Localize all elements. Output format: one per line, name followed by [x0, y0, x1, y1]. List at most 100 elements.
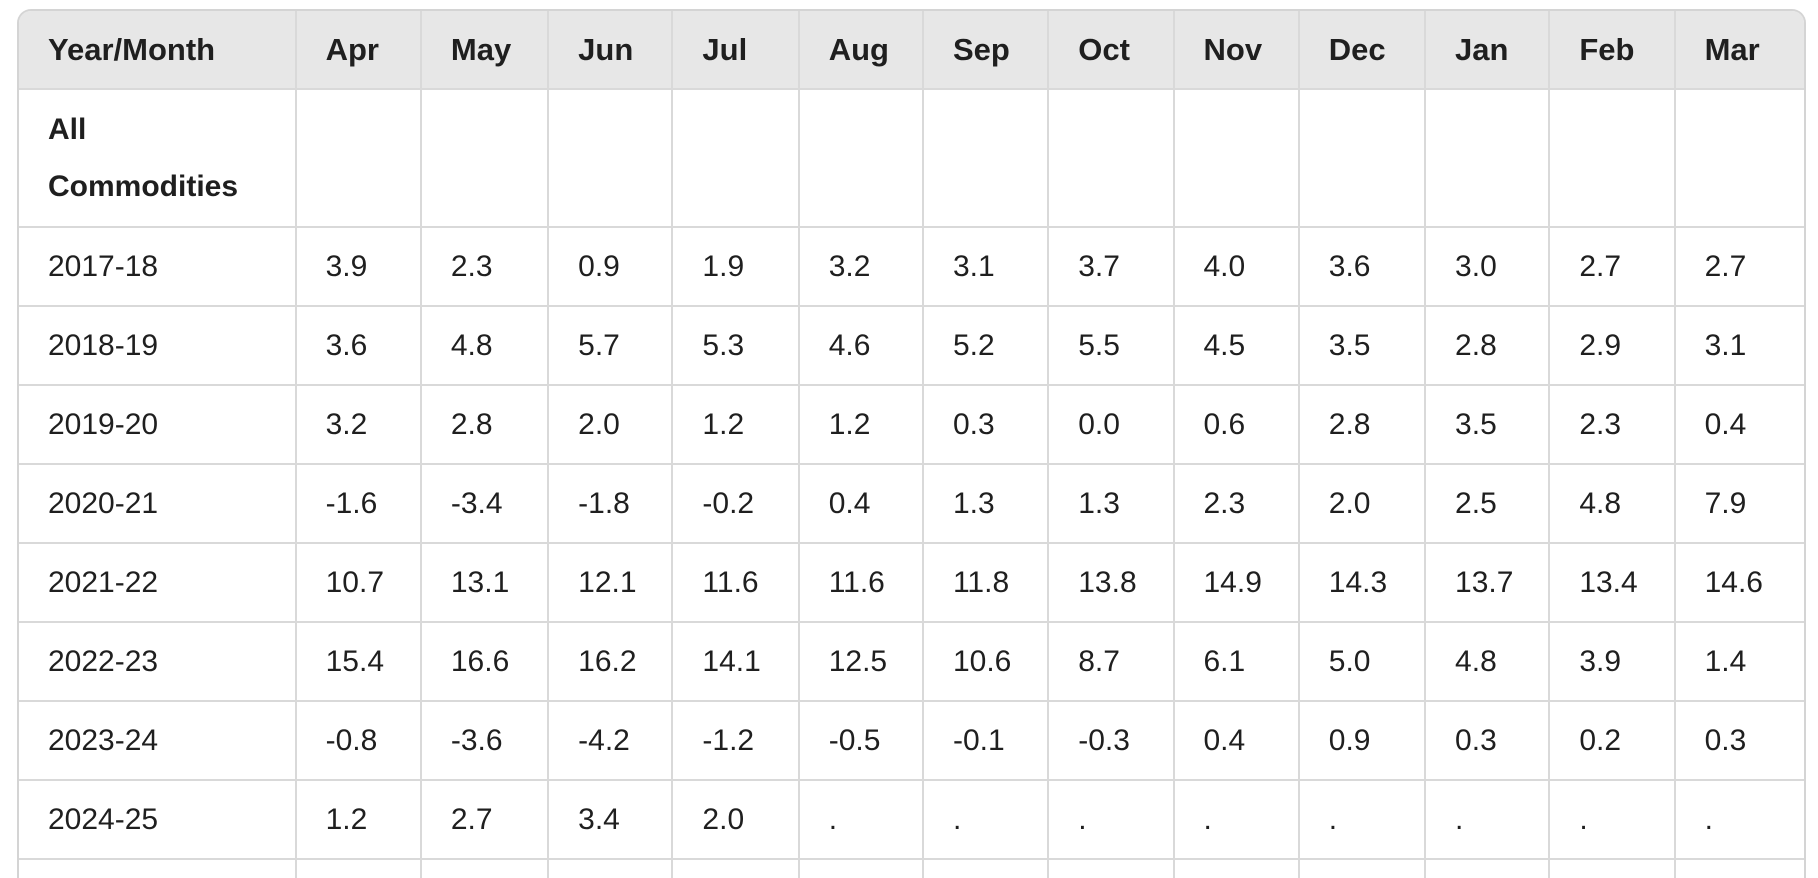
- value-cell: 1.3: [1048, 464, 1175, 544]
- value-cell: 3.5: [1298, 306, 1427, 386]
- value-cell: 3.1: [922, 227, 1050, 307]
- section-label: All Commodities: [48, 113, 239, 203]
- column-header-jan: Jan: [1425, 11, 1551, 90]
- value-cell: 3.1: [1674, 306, 1804, 386]
- column-header-dec: Dec: [1298, 11, 1427, 90]
- year-cell: 2024-25: [19, 780, 297, 860]
- value-cell: 1.2: [672, 385, 800, 465]
- empty-cell: [1048, 859, 1175, 878]
- value-cell: 3.2: [798, 227, 924, 307]
- value-cell: 3.4: [548, 780, 674, 860]
- value-cell: 10.6: [922, 622, 1050, 702]
- empty-cell: [1173, 89, 1300, 228]
- value-cell: 15.4: [295, 622, 422, 702]
- empty-cell: [1549, 89, 1676, 228]
- value-cell: 3.7: [1048, 227, 1175, 307]
- column-header-jul: Jul: [672, 11, 800, 90]
- empty-cell: [798, 89, 924, 228]
- empty-cell: [1298, 89, 1427, 228]
- value-cell: 1.4: [1674, 622, 1804, 702]
- empty-cell: [548, 859, 674, 878]
- value-cell: 10.7: [295, 543, 422, 623]
- empty-cell: [922, 859, 1050, 878]
- value-cell: -0.5: [798, 701, 924, 781]
- value-cell: 0.3: [1425, 701, 1551, 781]
- value-cell: -0.8: [295, 701, 422, 781]
- value-cell: 2.5: [1425, 464, 1551, 544]
- empty-cell: [295, 859, 422, 878]
- value-cell: -0.2: [672, 464, 800, 544]
- value-cell: 2.7: [1549, 227, 1676, 307]
- value-cell: 2.3: [1549, 385, 1676, 465]
- value-cell: -3.6: [420, 701, 550, 781]
- value-cell: 0.0: [1048, 385, 1175, 465]
- value-cell: 2.3: [1173, 464, 1300, 544]
- value-cell: 0.4: [798, 464, 924, 544]
- section-row: All Commodities: [19, 89, 1804, 228]
- value-cell: 5.3: [672, 306, 800, 386]
- value-cell: 14.6: [1674, 543, 1804, 623]
- value-cell: -3.4: [420, 464, 550, 544]
- value-cell: -4.2: [548, 701, 674, 781]
- value-cell: 2.0: [672, 780, 800, 860]
- table-body: All Commodities 2017-18 3.9 2.3 0.9 1.9 3.2 3.…: [19, 89, 1804, 878]
- value-cell: 16.6: [420, 622, 550, 702]
- value-cell: 1.9: [672, 227, 800, 307]
- table-row: 2021-22 10.7 13.1 12.1 11.6 11.6 11.8 13.8 14.9 1…: [19, 543, 1804, 623]
- value-cell: .: [798, 780, 924, 860]
- value-cell: -0.1: [922, 701, 1050, 781]
- value-cell: 3.9: [295, 227, 422, 307]
- year-cell: 2022-23: [19, 622, 297, 702]
- table-row: 2017-18 3.9 2.3 0.9 1.9 3.2 3.1 3.7 4.0 3.6 3.0 2.7…: [19, 227, 1804, 307]
- table-header: Year/Month Apr May Jun Jul Aug Sep Oct Nov Dec Jan…: [19, 11, 1804, 90]
- value-cell: 5.5: [1048, 306, 1175, 386]
- empty-cell: [1298, 859, 1427, 878]
- empty-cell: [1425, 89, 1551, 228]
- value-cell: 4.8: [1549, 464, 1676, 544]
- value-cell: 5.0: [1298, 622, 1427, 702]
- value-cell: 2.8: [420, 385, 550, 465]
- value-cell: 3.6: [1298, 227, 1427, 307]
- table-row: 2022-23 15.4 16.6 16.2 14.1 12.5 10.6 8.7 6.1 5.0…: [19, 622, 1804, 702]
- table-row: 2019-20 3.2 2.8 2.0 1.2 1.2 0.3 0.0 0.6 2.8 3.5 2.3…: [19, 385, 1804, 465]
- value-cell: 4.5: [1173, 306, 1300, 386]
- column-header-year-month: Year/Month: [19, 11, 297, 90]
- value-cell: .: [1674, 780, 1804, 860]
- value-cell: 16.2: [548, 622, 674, 702]
- year-cell: 2018-19: [19, 306, 297, 386]
- value-cell: 2.3: [420, 227, 550, 307]
- empty-cell: [19, 859, 297, 878]
- empty-cell: [1048, 89, 1175, 228]
- empty-cell: [922, 89, 1050, 228]
- value-cell: 3.6: [295, 306, 422, 386]
- value-cell: -0.3: [1048, 701, 1175, 781]
- empty-cell: [672, 859, 800, 878]
- value-cell: 14.1: [672, 622, 800, 702]
- column-header-nov: Nov: [1173, 11, 1300, 90]
- column-header-feb: Feb: [1549, 11, 1676, 90]
- value-cell: 2.8: [1298, 385, 1427, 465]
- table-row: 2023-24 -0.8 -3.6 -4.2 -1.2 -0.5 -0.1 -0.3 0.4 0.…: [19, 701, 1804, 781]
- year-cell: 2023-24: [19, 701, 297, 781]
- value-cell: 0.3: [1674, 701, 1804, 781]
- value-cell: 0.2: [1549, 701, 1676, 781]
- year-cell: 2019-20: [19, 385, 297, 465]
- empty-cell: [295, 89, 422, 228]
- column-header-mar: Mar: [1674, 11, 1804, 90]
- empty-cell: [1425, 859, 1551, 878]
- value-cell: 3.9: [1549, 622, 1676, 702]
- value-cell: 12.1: [548, 543, 674, 623]
- value-cell: 2.9: [1549, 306, 1676, 386]
- value-cell: 0.9: [548, 227, 674, 307]
- header-row: Year/Month Apr May Jun Jul Aug Sep Oct Nov Dec Jan…: [19, 11, 1804, 90]
- table-row-partial: [19, 859, 1804, 878]
- column-header-oct: Oct: [1048, 11, 1175, 90]
- value-cell: 0.6: [1173, 385, 1300, 465]
- value-cell: 4.0: [1173, 227, 1300, 307]
- empty-cell: [1674, 859, 1804, 878]
- value-cell: 14.9: [1173, 543, 1300, 623]
- value-cell: 8.7: [1048, 622, 1175, 702]
- value-cell: .: [1173, 780, 1300, 860]
- value-cell: 3.2: [295, 385, 422, 465]
- value-cell: 6.1: [1173, 622, 1300, 702]
